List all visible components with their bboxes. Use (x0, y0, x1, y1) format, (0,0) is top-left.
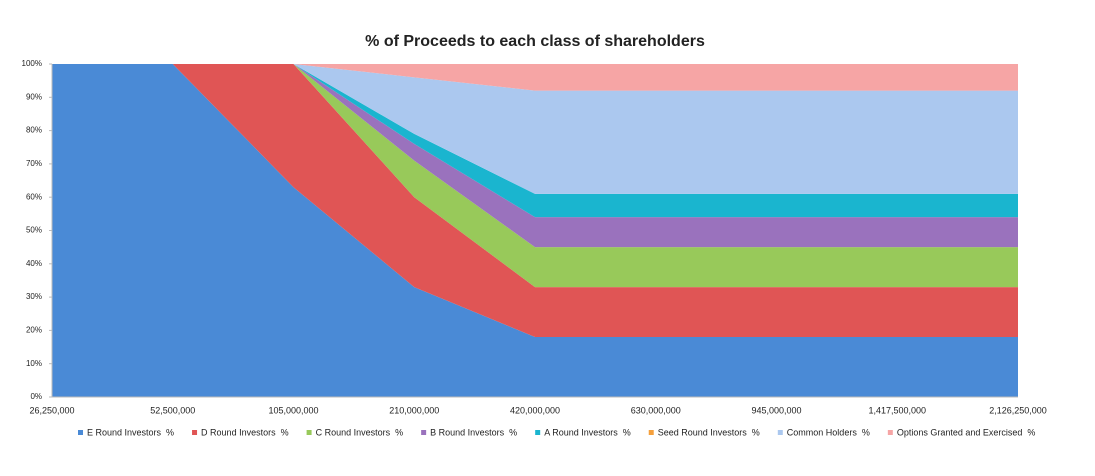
area (52, 64, 1018, 288)
y-tick-label: 50% (26, 226, 42, 235)
legend-swatch (648, 430, 654, 435)
y-tick-label: 90% (26, 92, 42, 101)
legend-label: D Round Investors % (201, 427, 289, 437)
legend-swatch (306, 430, 312, 435)
y-tick-label: 10% (26, 359, 42, 368)
chart-title: % of Proceeds to each class of sharehold… (365, 33, 705, 50)
legend-label: Common Holders % (787, 427, 870, 437)
area (52, 64, 1018, 218)
x-tick-label: 1,417,500,000 (868, 405, 926, 415)
legend-label: A Round Investors % (544, 427, 631, 437)
x-tick-label: 630,000,000 (631, 405, 681, 415)
legend-label: E Round Investors % (87, 427, 174, 437)
y-tick-label: 0% (30, 392, 42, 401)
x-tick-label: 420,000,000 (510, 405, 560, 415)
y-tick-label: 100% (22, 59, 42, 68)
area (52, 64, 1018, 194)
legend-swatch (78, 430, 83, 435)
area (52, 64, 1018, 91)
y-tick-label: 40% (26, 259, 42, 268)
y-tick-label: 60% (26, 192, 42, 201)
y-tick-label: 80% (26, 126, 42, 135)
area (52, 64, 1018, 338)
x-tick-label: 945,000,000 (751, 405, 801, 415)
legend-swatch (777, 430, 783, 435)
legend-label: B Round Investors % (430, 427, 517, 437)
legend-label: C Round Investors % (316, 427, 404, 437)
x-tick-label: 52,500,000 (150, 405, 195, 415)
x-tick-label: 2,126,250,000 (989, 405, 1047, 415)
x-tick-label: 26,250,000 (29, 405, 74, 415)
area (52, 64, 1018, 248)
legend-swatch (535, 430, 541, 435)
legend-swatch (192, 430, 198, 435)
legend-label: Seed Round Investors % (658, 427, 760, 437)
x-tick-label: 105,000,000 (268, 405, 318, 415)
y-tick-label: 70% (26, 159, 42, 168)
legend-swatch (887, 430, 893, 435)
area (52, 64, 1018, 397)
y-tick-label: 20% (26, 326, 42, 335)
legend-swatch (421, 430, 427, 435)
legend-label: Options Granted and Exercised % (897, 427, 1036, 437)
y-tick-label: 30% (26, 292, 42, 301)
x-tick-label: 210,000,000 (389, 405, 439, 415)
